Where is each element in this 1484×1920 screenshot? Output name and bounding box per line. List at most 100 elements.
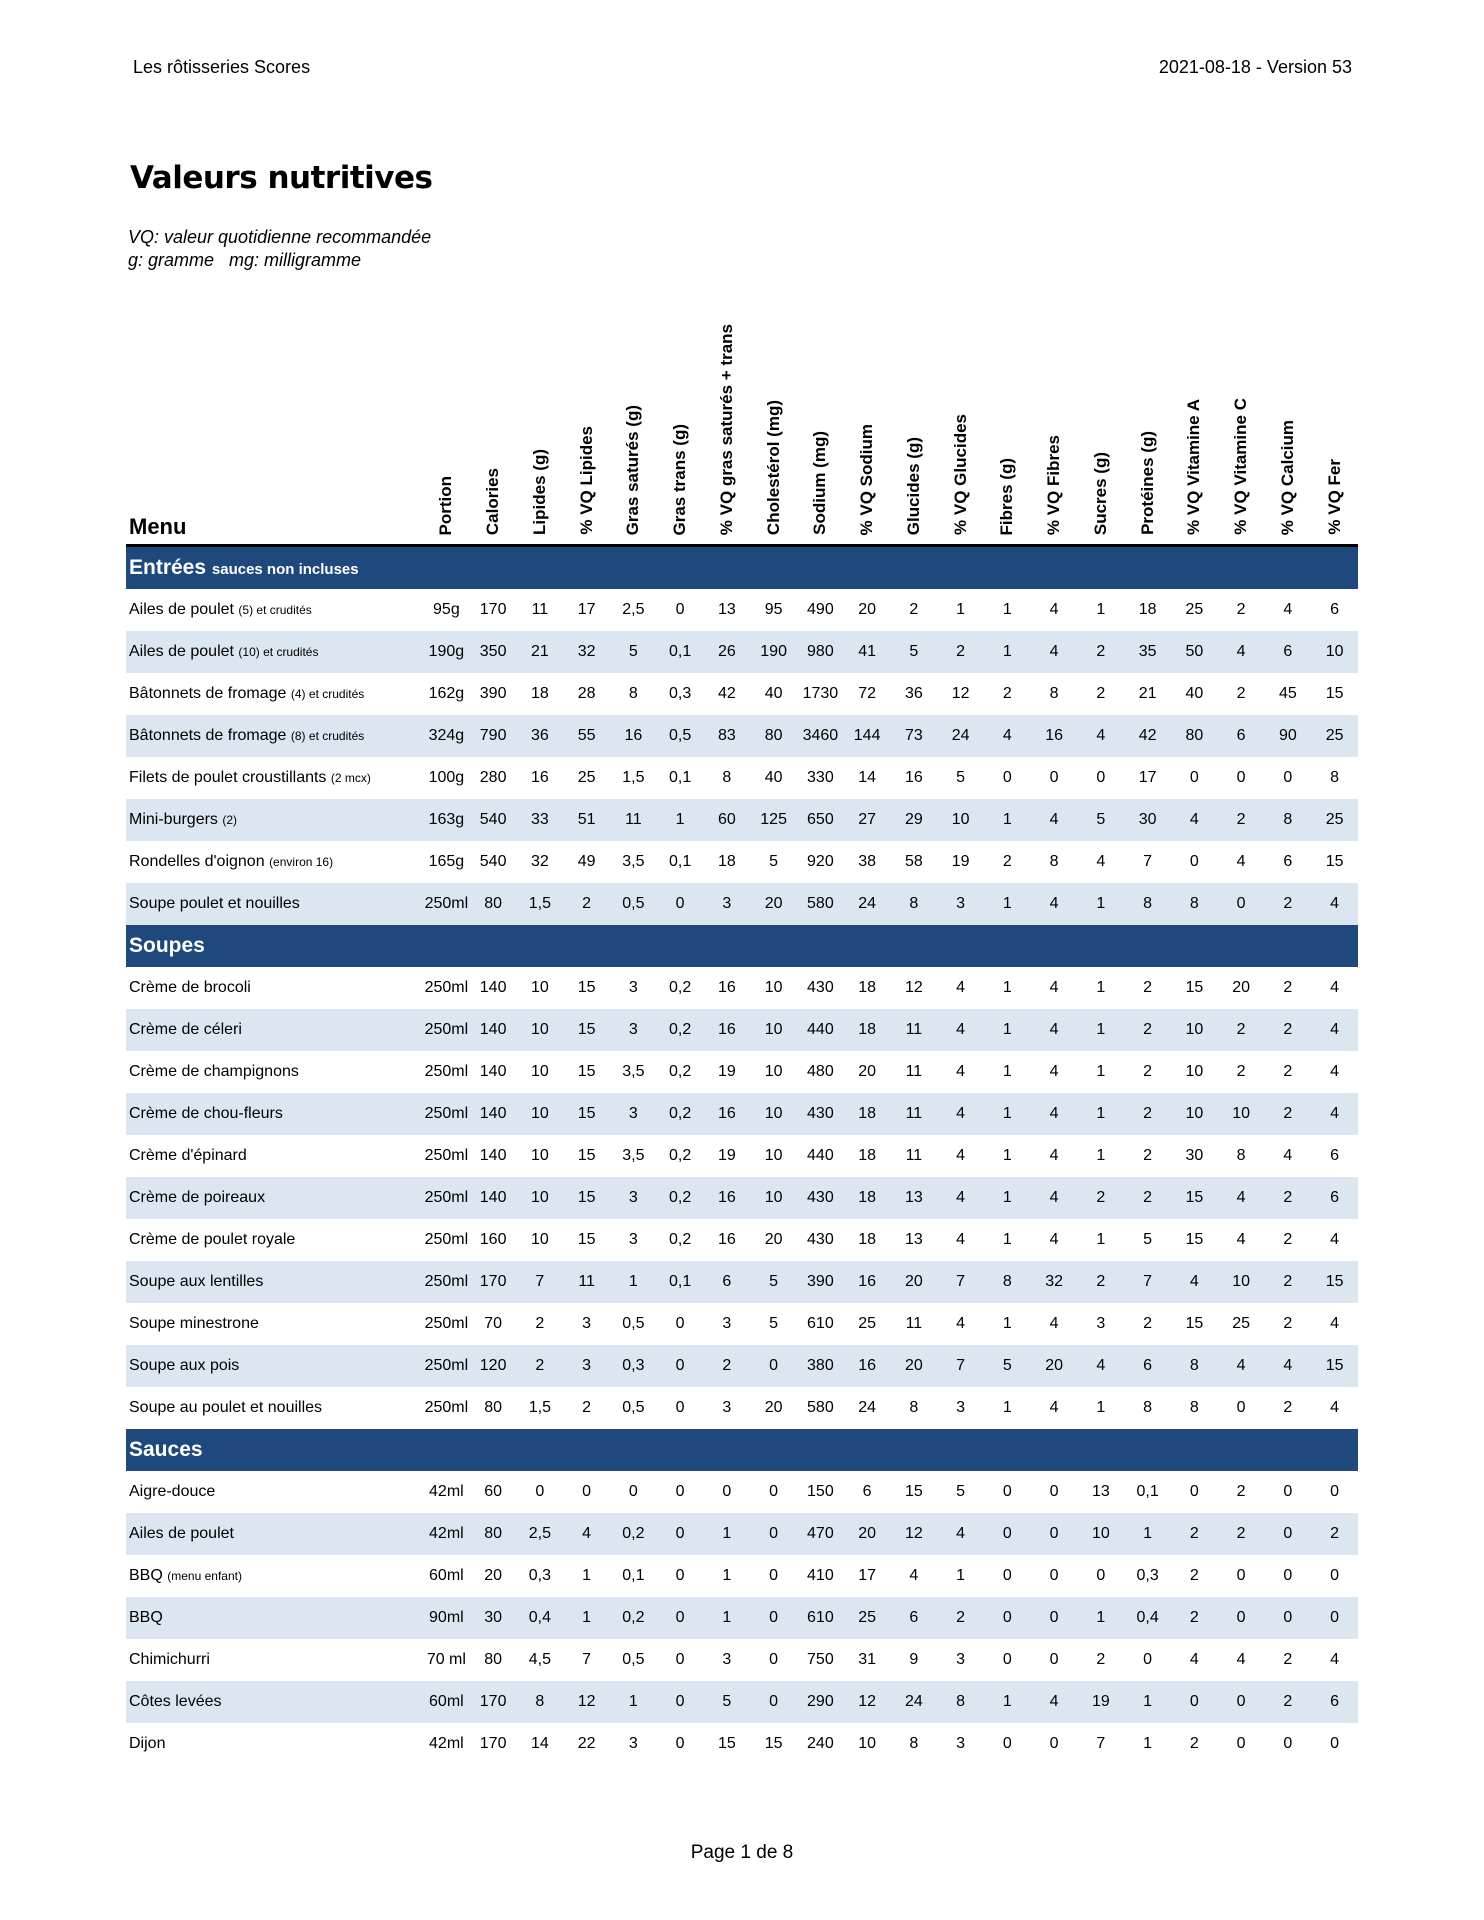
value-cell: 2 xyxy=(1264,1261,1312,1303)
column-header-text: Lipides (g) xyxy=(529,449,549,535)
value-cell: 8 xyxy=(1049,685,1059,702)
value-cell: 1 xyxy=(1096,1147,1106,1164)
value-cell: 4 xyxy=(1311,883,1358,925)
value-cell: 165g xyxy=(428,853,465,870)
value-cell: 2 xyxy=(703,1345,751,1387)
value-cell: 6 xyxy=(1217,715,1265,757)
section-title-text: Soupes xyxy=(129,934,205,957)
value-cell: 2 xyxy=(1143,1063,1153,1080)
value-cell: 24 xyxy=(937,715,984,757)
value-cell: 12 xyxy=(951,685,970,702)
value-cell: 0,5 xyxy=(622,1315,645,1332)
value-cell: 3 xyxy=(1096,1315,1106,1332)
value-cell: 2 xyxy=(563,883,610,925)
footer: Page 1 de 8 xyxy=(690,1842,794,1863)
value-cell: 10 xyxy=(530,1231,549,1248)
value-cell: 10 xyxy=(1171,1009,1218,1051)
data-row: Crème de poulet royale 250ml 160 10 15 3 0,2 16… xyxy=(126,1219,1358,1261)
value-cell: 0 xyxy=(750,1345,797,1387)
value-cell: 6 xyxy=(1283,853,1293,870)
value-cell: 0,2 xyxy=(656,1177,704,1219)
value-cell: 0 xyxy=(1096,1567,1106,1584)
value-cell: 2 xyxy=(1077,1177,1125,1219)
value-cell: 1,5 xyxy=(622,769,645,786)
value-cell: 32 xyxy=(530,853,549,870)
value-cell: 15 xyxy=(717,1735,736,1752)
value-cell: 15 xyxy=(577,979,596,996)
value-cell: 4 xyxy=(1311,1009,1358,1051)
value-cell: 2 xyxy=(1264,1093,1312,1135)
value-cell: 0 xyxy=(984,1597,1031,1639)
value-cell: 1 xyxy=(1002,1315,1012,1332)
section-title-text: Sauces xyxy=(129,1438,203,1461)
item-note: (10) et crudités xyxy=(238,645,319,659)
value-cell: 8 xyxy=(516,1681,564,1723)
value-cell: 24 xyxy=(843,883,891,925)
item-note: (menu enfant) xyxy=(167,1569,242,1583)
value-cell: 4 xyxy=(1171,1261,1218,1303)
item-name: Crème de chou-fleurs xyxy=(126,1093,423,1135)
value-cell: 13 xyxy=(1091,1483,1110,1500)
value-cell: 19 xyxy=(1077,1681,1125,1723)
value-cell: 5 xyxy=(769,1315,779,1332)
value-cell: 2 xyxy=(1264,1009,1312,1051)
value-cell: 11 xyxy=(905,1063,923,1080)
column-header: % VQ Fibres xyxy=(1030,296,1078,547)
value-cell: 140 xyxy=(479,1147,507,1164)
value-cell: 25 xyxy=(1311,799,1358,841)
value-cell: 0,1 xyxy=(1136,1483,1159,1500)
value-cell: 2 xyxy=(1143,1147,1153,1164)
section-row: Sauces xyxy=(126,1429,1358,1471)
value-cell: 1 xyxy=(1096,1399,1106,1416)
value-cell: 26 xyxy=(703,631,751,673)
value-cell: 4 xyxy=(1030,883,1078,925)
value-cell: 60ml xyxy=(423,1681,470,1723)
column-header-text: Gras saturés (g) xyxy=(623,404,643,535)
value-cell: 144 xyxy=(843,715,891,757)
value-cell: 3 xyxy=(956,1399,966,1416)
value-cell: 2,5 xyxy=(516,1513,564,1555)
value-cell: 10 xyxy=(764,1063,783,1080)
value-cell: 16 xyxy=(904,769,923,786)
value-cell: 16 xyxy=(717,1231,736,1248)
value-cell: 0 xyxy=(769,1483,779,1500)
column-header: % VQ Calcium xyxy=(1264,296,1312,547)
value-cell: 16 xyxy=(843,1261,891,1303)
column-header-text: % VQ Calcium xyxy=(1277,419,1297,535)
value-cell: 390 xyxy=(797,1261,844,1303)
item-name-text: Mini-burgers xyxy=(129,811,218,828)
value-cell: 41 xyxy=(843,631,891,673)
value-cell: 8 xyxy=(1171,883,1218,925)
value-cell: 3,5 xyxy=(622,1063,645,1080)
value-cell: 7 xyxy=(1096,1735,1106,1752)
value-cell: 4 xyxy=(1030,1177,1078,1219)
section-title: Sauces xyxy=(126,1429,1358,1471)
value-cell: 15 xyxy=(764,1735,783,1752)
value-cell: 15 xyxy=(1325,853,1344,870)
value-cell: 4 xyxy=(956,1231,966,1248)
value-cell: 25 xyxy=(1311,715,1358,757)
value-cell: 11 xyxy=(531,601,549,618)
value-cell: 0 xyxy=(675,601,685,618)
value-cell: 250ml xyxy=(424,1063,469,1080)
value-cell: 17 xyxy=(1138,769,1157,786)
value-cell: 0,2 xyxy=(656,1009,704,1051)
value-cell: 2 xyxy=(909,601,919,618)
value-cell: 42 xyxy=(717,685,736,702)
item-name: Rondelles d'oignon (environ 16) xyxy=(126,841,423,883)
column-header-text: % VQ Lipides xyxy=(576,426,596,535)
value-cell: 4 xyxy=(1217,1177,1265,1219)
value-cell: 4 xyxy=(1049,601,1059,618)
item-name: Soupe aux lentilles xyxy=(126,1261,423,1303)
item-name-text: Dijon xyxy=(129,1735,166,1752)
value-cell: 4 xyxy=(1077,1345,1125,1387)
data-row: Soupe poulet et nouilles 250ml 80 1,5 2 0,5 0 3… xyxy=(126,883,1358,925)
column-header-text: % VQ Vitamine C xyxy=(1231,398,1251,535)
value-cell: 12 xyxy=(890,1513,938,1555)
column-header-text: % VQ Vitamine A xyxy=(1184,398,1204,535)
value-cell: 7 xyxy=(1143,853,1153,870)
value-cell: 14 xyxy=(530,1735,549,1752)
value-cell: 163g xyxy=(423,799,470,841)
value-cell: 15 xyxy=(563,1177,610,1219)
value-cell: 73 xyxy=(890,715,938,757)
